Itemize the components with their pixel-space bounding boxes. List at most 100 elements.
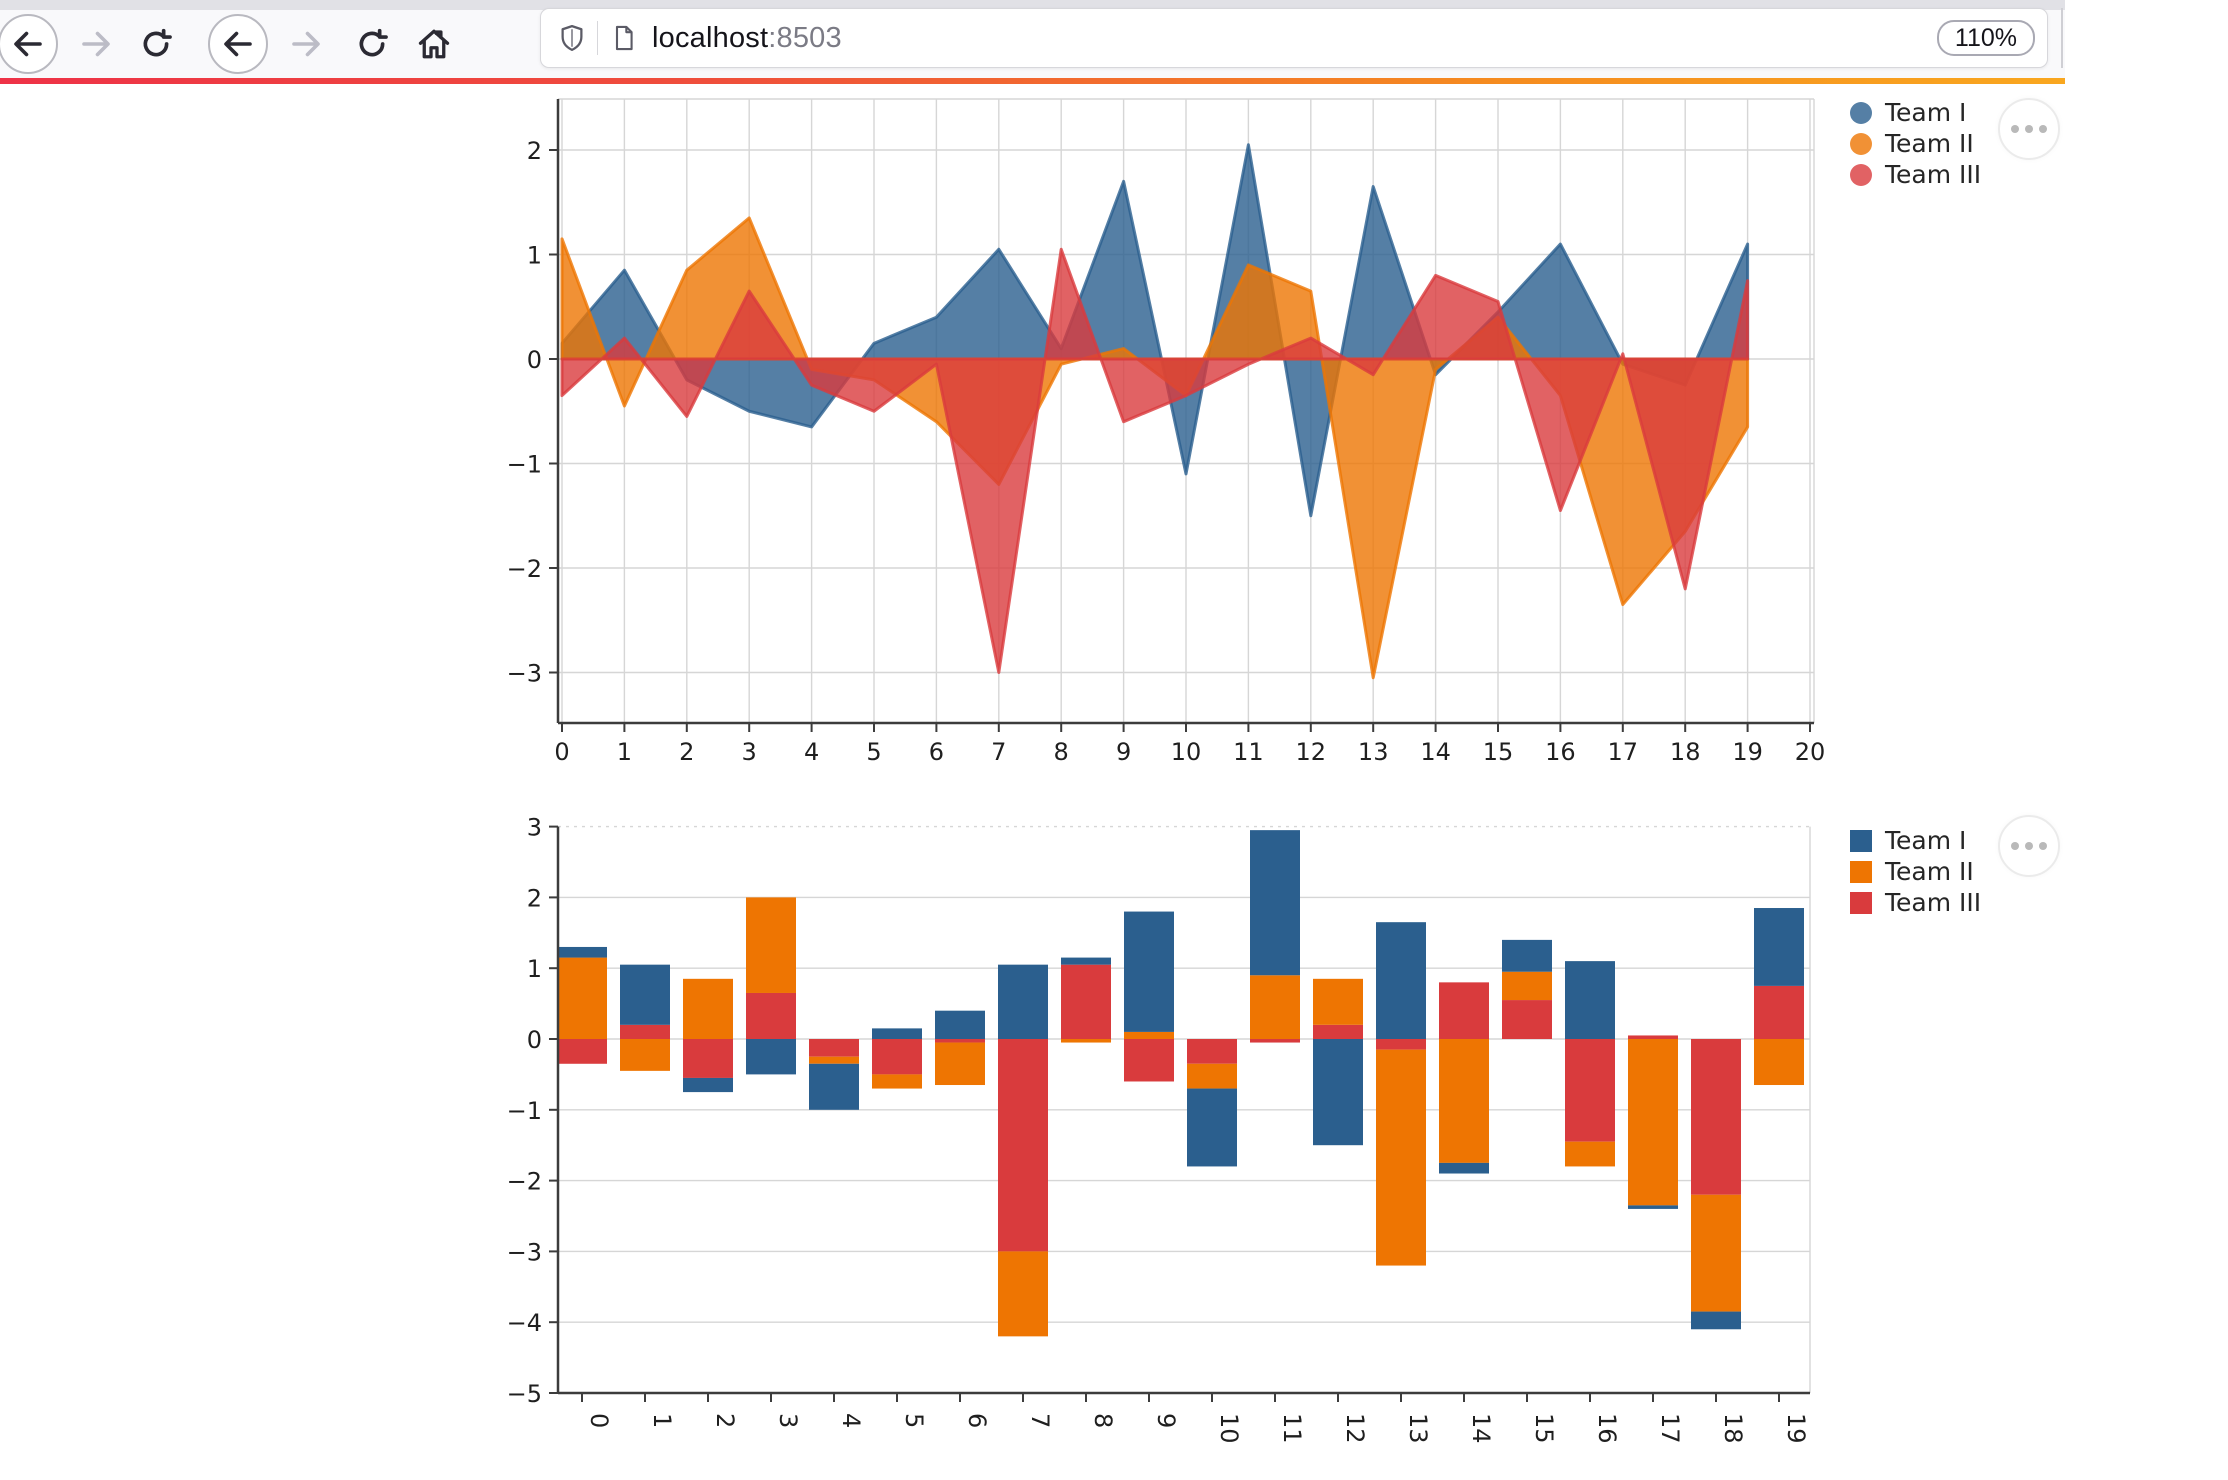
chart-options-button[interactable] [1998, 815, 2060, 877]
svg-text:0: 0 [527, 346, 542, 374]
divider [597, 21, 598, 55]
svg-text:18: 18 [1670, 738, 1701, 766]
svg-text:6: 6 [963, 1413, 991, 1428]
svg-text:14: 14 [1467, 1413, 1495, 1444]
area-chart: 0 1 2 3 4 5 6 7 8 9 10 11 12 13 14 15 16 17 18 19 20210−1−2−… [507, 98, 1826, 766]
svg-text:5: 5 [866, 738, 881, 766]
back-button-secondary[interactable] [208, 14, 268, 74]
legend-label: Team I [1885, 826, 1967, 855]
legend-label: Team III [1885, 888, 1981, 917]
svg-text:−1: −1 [507, 451, 542, 479]
svg-text:16: 16 [1593, 1413, 1621, 1444]
svg-text:−4: −4 [507, 1309, 542, 1337]
svg-text:6: 6 [929, 738, 944, 766]
shield-icon[interactable] [557, 23, 587, 53]
svg-text:15: 15 [1530, 1413, 1558, 1444]
legend-label: Team II [1885, 857, 1974, 886]
svg-text:7: 7 [1026, 1413, 1054, 1428]
back-arrow-icon [14, 31, 42, 57]
team3-circle-marker-icon [1850, 163, 1872, 186]
svg-text:15: 15 [1483, 738, 1514, 766]
svg-text:9: 9 [1116, 738, 1131, 766]
team1-square-marker-icon [1850, 829, 1872, 852]
svg-text:7: 7 [991, 738, 1006, 766]
svg-text:18: 18 [1719, 1413, 1747, 1444]
svg-text:2: 2 [679, 738, 694, 766]
svg-text:20: 20 [1795, 738, 1826, 766]
url-text[interactable]: localhost:8503 [652, 22, 842, 55]
svg-text:2: 2 [527, 137, 542, 165]
svg-text:0: 0 [527, 1026, 542, 1054]
reload-button[interactable] [134, 22, 178, 66]
svg-text:−3: −3 [507, 1238, 542, 1266]
svg-text:−2: −2 [507, 1168, 542, 1196]
svg-text:19: 19 [1782, 1413, 1810, 1444]
forward-button[interactable] [74, 22, 118, 66]
svg-text:17: 17 [1656, 1413, 1684, 1444]
ellipsis-icon [2011, 125, 2019, 133]
svg-text:2: 2 [711, 1413, 739, 1428]
team2-circle-marker-icon [1850, 132, 1872, 155]
ellipsis-icon [2039, 842, 2047, 850]
ellipsis-icon [2025, 125, 2033, 133]
svg-text:5: 5 [900, 1413, 928, 1428]
legend-label: Team II [1885, 129, 1974, 158]
legend-item: Team III [1850, 887, 1981, 918]
svg-text:12: 12 [1296, 738, 1327, 766]
svg-text:13: 13 [1358, 738, 1389, 766]
svg-text:−2: −2 [507, 555, 542, 583]
home-button[interactable] [412, 22, 456, 66]
svg-text:16: 16 [1545, 738, 1576, 766]
zoom-level-badge[interactable]: 110% [1936, 20, 2035, 56]
svg-text:10: 10 [1171, 738, 1202, 766]
svg-text:17: 17 [1608, 738, 1639, 766]
url-port: :8503 [768, 21, 842, 54]
svg-text:3: 3 [527, 814, 542, 842]
svg-text:8: 8 [1089, 1413, 1117, 1428]
ellipsis-icon [2039, 125, 2047, 133]
page-icon[interactable] [610, 23, 638, 53]
ellipsis-icon [2011, 842, 2019, 850]
home-icon [418, 29, 450, 59]
svg-text:−1: −1 [507, 1097, 542, 1125]
reload-icon [143, 28, 172, 57]
area-chart-legend: Team I Team II Team III [1850, 97, 1981, 190]
team2-square-marker-icon [1850, 860, 1872, 883]
svg-text:12: 12 [1341, 1413, 1369, 1444]
svg-text:1: 1 [527, 955, 542, 983]
back-button[interactable] [0, 14, 58, 74]
chart-options-button[interactable] [1998, 98, 2060, 160]
url-bar[interactable]: localhost:8503 110% [540, 8, 2048, 68]
svg-text:4: 4 [804, 738, 819, 766]
svg-text:4: 4 [837, 1413, 865, 1428]
streamlit-decoration-bar [0, 78, 2065, 84]
team3-square-marker-icon [1850, 891, 1872, 914]
svg-text:9: 9 [1152, 1413, 1180, 1428]
svg-text:2: 2 [527, 884, 542, 912]
svg-text:1: 1 [527, 242, 542, 270]
back-arrow-icon [224, 31, 252, 57]
svg-text:0: 0 [585, 1413, 613, 1428]
forward-arrow-icon [292, 31, 320, 57]
svg-text:19: 19 [1732, 738, 1763, 766]
svg-text:11: 11 [1233, 738, 1264, 766]
team1-circle-marker-icon [1850, 101, 1872, 124]
url-host: localhost [652, 21, 769, 54]
svg-text:1: 1 [617, 738, 632, 766]
svg-text:−5: −5 [507, 1380, 542, 1408]
svg-text:−3: −3 [507, 660, 542, 688]
legend-label: Team I [1885, 98, 1967, 127]
reload-icon [359, 28, 388, 57]
legend-item: Team I [1850, 97, 1981, 128]
svg-text:1: 1 [648, 1413, 676, 1428]
svg-text:14: 14 [1420, 738, 1451, 766]
bar-chart-legend: Team I Team II Team III [1850, 825, 1981, 918]
svg-text:10: 10 [1215, 1413, 1243, 1444]
svg-text:13: 13 [1404, 1413, 1432, 1444]
legend-label: Team III [1885, 160, 1981, 189]
legend-item: Team III [1850, 159, 1981, 190]
forward-button-secondary[interactable] [284, 22, 328, 66]
reload-button-secondary[interactable] [350, 22, 394, 66]
svg-text:3: 3 [742, 738, 757, 766]
svg-text:0: 0 [554, 738, 569, 766]
